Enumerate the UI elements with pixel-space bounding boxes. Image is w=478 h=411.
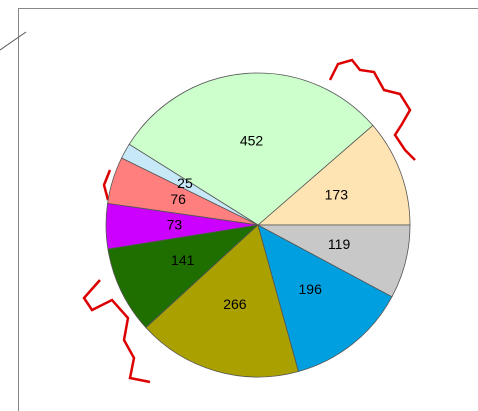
pie-slice (128, 72, 374, 226)
slice-label: 452 (240, 132, 264, 148)
slice-label: 266 (223, 296, 247, 312)
slice-label: 173 (325, 186, 349, 202)
pie-slice (257, 224, 393, 373)
slice-label: 141 (171, 252, 195, 268)
slice-label: 73 (167, 216, 183, 232)
slice-label: 76 (170, 191, 186, 207)
map-outline (82, 58, 416, 384)
slice-label: 119 (328, 236, 351, 252)
pie-slice (145, 224, 299, 378)
pie-slice (107, 224, 260, 329)
pie-slice (256, 124, 411, 226)
slice-label: 196 (299, 281, 323, 297)
map-border (0, 31, 27, 51)
slice-label: 25 (177, 175, 193, 191)
pie-slice (257, 224, 411, 298)
map-frame (18, 8, 478, 411)
